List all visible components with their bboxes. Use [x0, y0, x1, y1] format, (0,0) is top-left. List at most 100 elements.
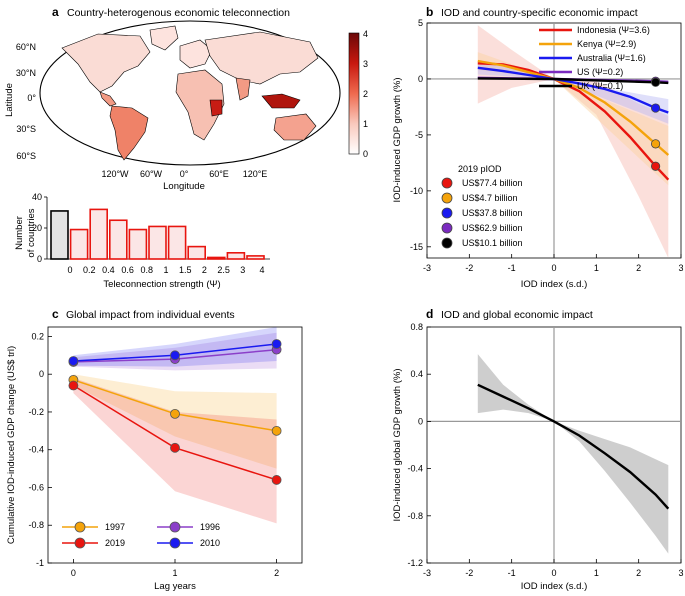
lat-tick: 30°S — [16, 124, 36, 134]
d-ytick-label: -0.4 — [407, 464, 423, 474]
global-ci-band — [477, 354, 669, 554]
panel-b-markers — [650, 76, 661, 171]
b-xtick-label: 2 — [636, 263, 641, 273]
map-xlabel: Longitude — [163, 181, 205, 192]
hist-bar — [50, 210, 69, 260]
hist-bar — [167, 225, 187, 260]
uk-line — [477, 77, 669, 85]
c-point-2019 — [271, 475, 282, 485]
b-ytick-label: -10 — [410, 186, 423, 196]
us-marker-legend-dot — [441, 222, 453, 234]
lon-tick: 60°E — [209, 169, 229, 179]
c-legend-marker-1996 — [169, 521, 181, 533]
panel-b-ticks: -3 -2 -1 0 1 2 350-5-10-15 — [410, 18, 684, 273]
hist-xtick-label: 0.2 — [83, 265, 96, 275]
hist-ytick-label: 40 — [32, 192, 42, 202]
map-axes-ticks: 60°N 30°N 0° 30°S 60°S 120°W 60°W 0° 60°… — [4, 42, 267, 192]
us-marker-legend-label: US$62.9 billion — [462, 223, 523, 233]
indonesia-2019-marker — [650, 161, 661, 171]
indonesia-marker-legend-dot — [441, 177, 453, 189]
colorbar-tick: 2 — [363, 89, 368, 99]
c-legend-label-2010: 2010 — [200, 538, 220, 548]
panel-d: d IOD and global economic impact -3 -2 -1 0… — [392, 307, 684, 592]
d-xtick-label: -1 — [508, 568, 516, 578]
hist-bar — [226, 252, 246, 260]
b-xtick-label: -3 — [423, 263, 431, 273]
kenya-line — [477, 59, 670, 156]
global-gdp-line — [477, 383, 670, 510]
c-ytick-label: -0.8 — [28, 520, 44, 530]
indonesia-marker-legend-label: US$77.4 billion — [462, 178, 523, 188]
lon-tick: 120°E — [243, 169, 268, 179]
panel-c: c Global impact from individual events 0… — [6, 307, 303, 592]
hist-bar — [89, 208, 108, 260]
d-ytick-label: -1.2 — [407, 558, 423, 568]
d-xtick-label: -2 — [465, 568, 473, 578]
australia-ci-band — [477, 61, 669, 124]
b-ytick-label: -15 — [410, 242, 423, 252]
marker-legend-title: 2019 pIOD — [458, 164, 502, 174]
hist-y-ticks: 0 20 40 — [32, 192, 47, 264]
lat-tick: 60°N — [16, 42, 36, 52]
uk-2019-marker — [650, 77, 661, 87]
panel-b-marker-legend: 2019 pIOD US$77.4 billion US$4.7 billion US… — [441, 164, 523, 249]
hist-xtick-label: 0.6 — [121, 265, 134, 275]
uk-marker-legend-label: US$10.1 billion — [462, 238, 523, 248]
hist-bar — [187, 245, 206, 260]
panel-c-label: c — [52, 307, 59, 321]
c-band-2010 — [73, 327, 277, 367]
hist-xtick-label: 2.5 — [217, 265, 230, 275]
panel-b-ylabel: IOD-induced GDP growth (%) — [392, 78, 403, 203]
c-legend-label-1997: 1997 — [105, 522, 125, 532]
hist-ylabel-line2: of countries — [26, 208, 37, 257]
us-legend-label: US (Ψ=0.2) — [577, 67, 623, 77]
c-ytick-label: -1 — [36, 558, 44, 568]
hist-xtick-label: 0.4 — [102, 265, 115, 275]
panel-c-title: Global impact from individual events — [66, 309, 235, 321]
panel-c-lines — [68, 339, 282, 485]
d-ytick-label: -0.8 — [407, 511, 423, 521]
hist-bar — [128, 228, 148, 260]
colorbar-tick: 0 — [363, 149, 368, 159]
panel-d-bands — [477, 354, 669, 554]
panel-b: b IOD and country-specific economic impa… — [392, 5, 684, 290]
hist-ytick-label: 0 — [37, 254, 42, 264]
b-xtick-label: 3 — [678, 263, 683, 273]
colorbar-tick: 1 — [363, 119, 368, 129]
hist-xtick-label: 0 — [67, 265, 72, 275]
hist-xtick-label: 1 — [163, 265, 168, 275]
c-point-2010 — [68, 356, 79, 366]
hist-bar — [207, 256, 226, 260]
australia-marker-legend-label: US$37.8 billion — [462, 208, 523, 218]
uk-marker-legend-dot — [441, 237, 453, 249]
c-ytick-label: -0.6 — [28, 482, 44, 492]
hist-xtick-label: 4 — [259, 265, 264, 275]
c-legend-marker-2019 — [74, 537, 86, 549]
hist-bar — [109, 219, 128, 260]
c-point-1997 — [271, 425, 282, 436]
d-xtick-label: 0 — [551, 568, 556, 578]
hist-x-ticks: 0 0.2 0.4 0.6 0.8 1 1.5 2 2.5 3 4 — [67, 265, 264, 275]
c-point-2019 — [68, 380, 79, 391]
d-ytick-label: 0.4 — [410, 369, 423, 379]
c-legend-label-1996: 1996 — [200, 522, 220, 532]
b-xtick-label: 0 — [551, 263, 556, 273]
c-point-2010 — [170, 350, 180, 361]
panel-a: a Country-heterogenous economic teleconn… — [4, 5, 368, 192]
hist-xtick-label: 3 — [240, 265, 245, 275]
hist-xtick-label: 1.5 — [179, 265, 192, 275]
c-ytick-label: -0.2 — [28, 407, 44, 417]
b-xtick-label: 1 — [594, 263, 599, 273]
hist-xtick-label: 0.8 — [141, 265, 154, 275]
hist-bar — [148, 225, 167, 260]
panel-a-label: a — [52, 5, 59, 19]
d-xtick-label: 2 — [636, 568, 641, 578]
hist-xlabel: Teleconnection strength (Ψ) — [103, 279, 220, 290]
c-legend-label-2019: 2019 — [105, 538, 125, 548]
map-ylabel: Latitude — [4, 83, 15, 117]
colorbar-tick: 4 — [363, 29, 368, 39]
uk-legend-label: UK (Ψ=0.1) — [577, 81, 623, 91]
c-xtick-label: 0 — [71, 568, 76, 578]
histogram-panel: 0 20 40 0 0.2 0.4 0.6 0.8 1 1.5 2 2.5 3 4 Number of … — [14, 192, 270, 290]
